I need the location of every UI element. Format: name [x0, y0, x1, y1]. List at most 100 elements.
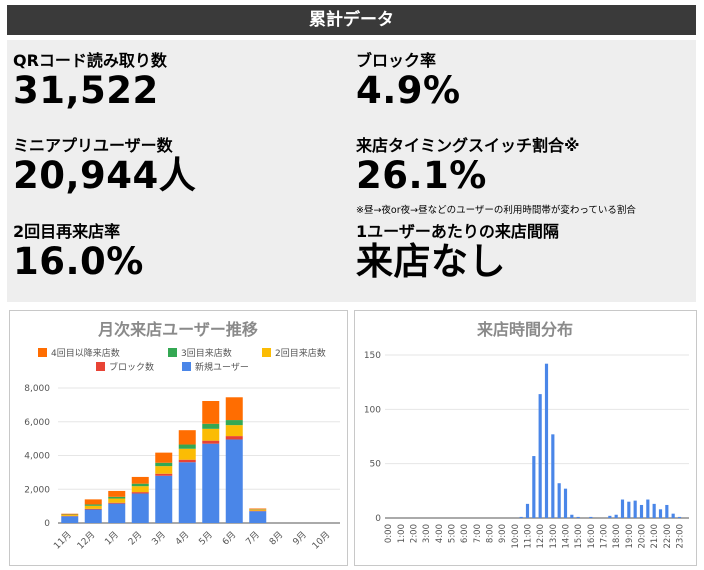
bar-segment	[131, 492, 149, 494]
bar-segment	[155, 473, 173, 476]
bar-segment	[249, 508, 267, 510]
bar-segment	[61, 514, 79, 516]
histogram-bar	[677, 516, 682, 518]
x-tick-label: 11月	[52, 529, 74, 551]
x-tick-label: 22:00	[663, 524, 673, 549]
chart-title: 月次来店ユーザー推移	[97, 320, 258, 339]
histogram-bar	[544, 363, 549, 518]
metric-label: ブロック率	[356, 51, 437, 70]
bar-segment	[61, 513, 79, 515]
histogram-bar	[665, 504, 669, 518]
bar-segment	[108, 503, 126, 523]
x-tick-label: 17:00	[600, 524, 610, 549]
x-tick-label: 20:00	[638, 524, 648, 549]
metric-value: 4.9%	[356, 69, 461, 112]
histogram-bar	[671, 513, 675, 518]
x-tick-label: 4月	[173, 529, 191, 547]
legend-swatch	[38, 348, 47, 357]
metric-value: 31,522	[13, 69, 159, 112]
x-tick-label: 15:00	[574, 524, 584, 549]
metric-visit-interval: 1ユーザーあたりの来店間隔 来店なし	[356, 218, 559, 282]
bar-segment	[249, 509, 267, 511]
bar-segment	[131, 493, 149, 523]
x-tick-label: 13:00	[549, 524, 559, 549]
x-tick-label: 16:00	[587, 524, 597, 549]
metric-label: 1ユーザーあたりの来店間隔	[356, 222, 559, 241]
bar-segment	[131, 483, 149, 487]
histogram-bar	[576, 516, 580, 518]
x-tick-label: 6:00	[460, 524, 470, 543]
histogram-bar	[532, 456, 536, 518]
histogram-bar	[658, 509, 663, 518]
histogram-bar	[620, 499, 625, 518]
x-tick-label: 14:00	[562, 524, 572, 549]
x-tick-label: 1月	[103, 529, 121, 547]
metric-value: 16.0%	[13, 240, 144, 283]
x-tick-label: 4:00	[435, 524, 445, 543]
legend-swatch	[168, 348, 177, 357]
histogram-bar	[627, 501, 631, 518]
bar-segment	[202, 400, 220, 424]
histogram-bar	[589, 516, 593, 518]
bar-segment	[202, 443, 220, 523]
x-tick-label: 23:00	[676, 524, 686, 549]
bar-segment	[131, 476, 149, 484]
bar-segment	[155, 475, 173, 523]
metric-timing-switch: 来店タイミングスイッチ割合※ 26.1%	[356, 132, 580, 196]
y-tick-label: 2,000	[24, 485, 50, 495]
x-tick-label: 2:00	[410, 524, 420, 543]
x-tick-label: 8:00	[486, 524, 496, 543]
x-tick-label: 10月	[310, 529, 332, 551]
x-tick-label: 5月	[197, 529, 215, 547]
histogram-bar	[652, 503, 656, 518]
x-tick-label: 6月	[220, 529, 238, 547]
legend-swatch	[182, 362, 191, 371]
metric-block-rate: ブロック率 4.9%	[356, 47, 461, 111]
histogram-bar	[639, 504, 644, 518]
x-tick-label: 8月	[267, 529, 285, 547]
bar-segment	[178, 459, 196, 463]
x-tick-label: 11:00	[524, 524, 534, 549]
x-tick-label: 9:00	[498, 524, 508, 543]
legend-label: 3回目来店数	[181, 347, 232, 359]
metric-value: 26.1%	[356, 154, 487, 197]
x-tick-label: 19:00	[625, 524, 635, 549]
bar-segment	[108, 496, 126, 499]
x-tick-label: 12:00	[536, 524, 546, 549]
metric-revisit-rate: 2回目再来店率 16.0%	[13, 218, 144, 282]
histogram-bar	[557, 483, 561, 518]
x-tick-label: 7:00	[473, 524, 483, 543]
legend-swatch	[262, 348, 271, 357]
bar-segment	[225, 439, 243, 523]
x-tick-label: 1:00	[397, 524, 407, 543]
bar-segment	[225, 397, 243, 421]
bar-segment	[249, 511, 267, 523]
bar-segment	[178, 444, 196, 449]
bar-segment	[155, 462, 173, 467]
x-tick-label: 3月	[150, 529, 168, 547]
legend-label: 4回目以降来店数	[51, 347, 120, 359]
bar-segment	[225, 425, 243, 437]
bar-segment	[202, 423, 220, 429]
histogram-bar	[519, 516, 523, 518]
histogram-bar	[551, 434, 555, 518]
metric-mini-app-users: ミニアプリユーザー数 20,944人	[13, 132, 196, 196]
x-tick-label: 21:00	[650, 524, 660, 549]
bar-segment	[178, 430, 196, 445]
bar-segment	[84, 505, 102, 509]
bar-segment	[84, 499, 102, 505]
section-header: 累計データ	[7, 5, 696, 35]
hourly-distribution-chart: 来店時間分布 0 50 100 150 0:00 1:00 2:00 3:00 4:00 5:00 6…	[364, 320, 689, 549]
x-tick-label: 5:00	[448, 524, 458, 543]
y-tick-label: 100	[364, 405, 381, 415]
metric-value: 20,944人	[13, 154, 197, 197]
bar-segment	[178, 448, 196, 460]
bar-segment	[131, 486, 149, 493]
x-tick-label: 3:00	[422, 524, 432, 543]
bar-segment	[84, 509, 102, 523]
bar-segment	[108, 502, 126, 504]
bar-segment	[249, 510, 267, 512]
metric-label: ミニアプリユーザー数	[13, 136, 173, 155]
x-tick-label: 12月	[75, 529, 97, 551]
